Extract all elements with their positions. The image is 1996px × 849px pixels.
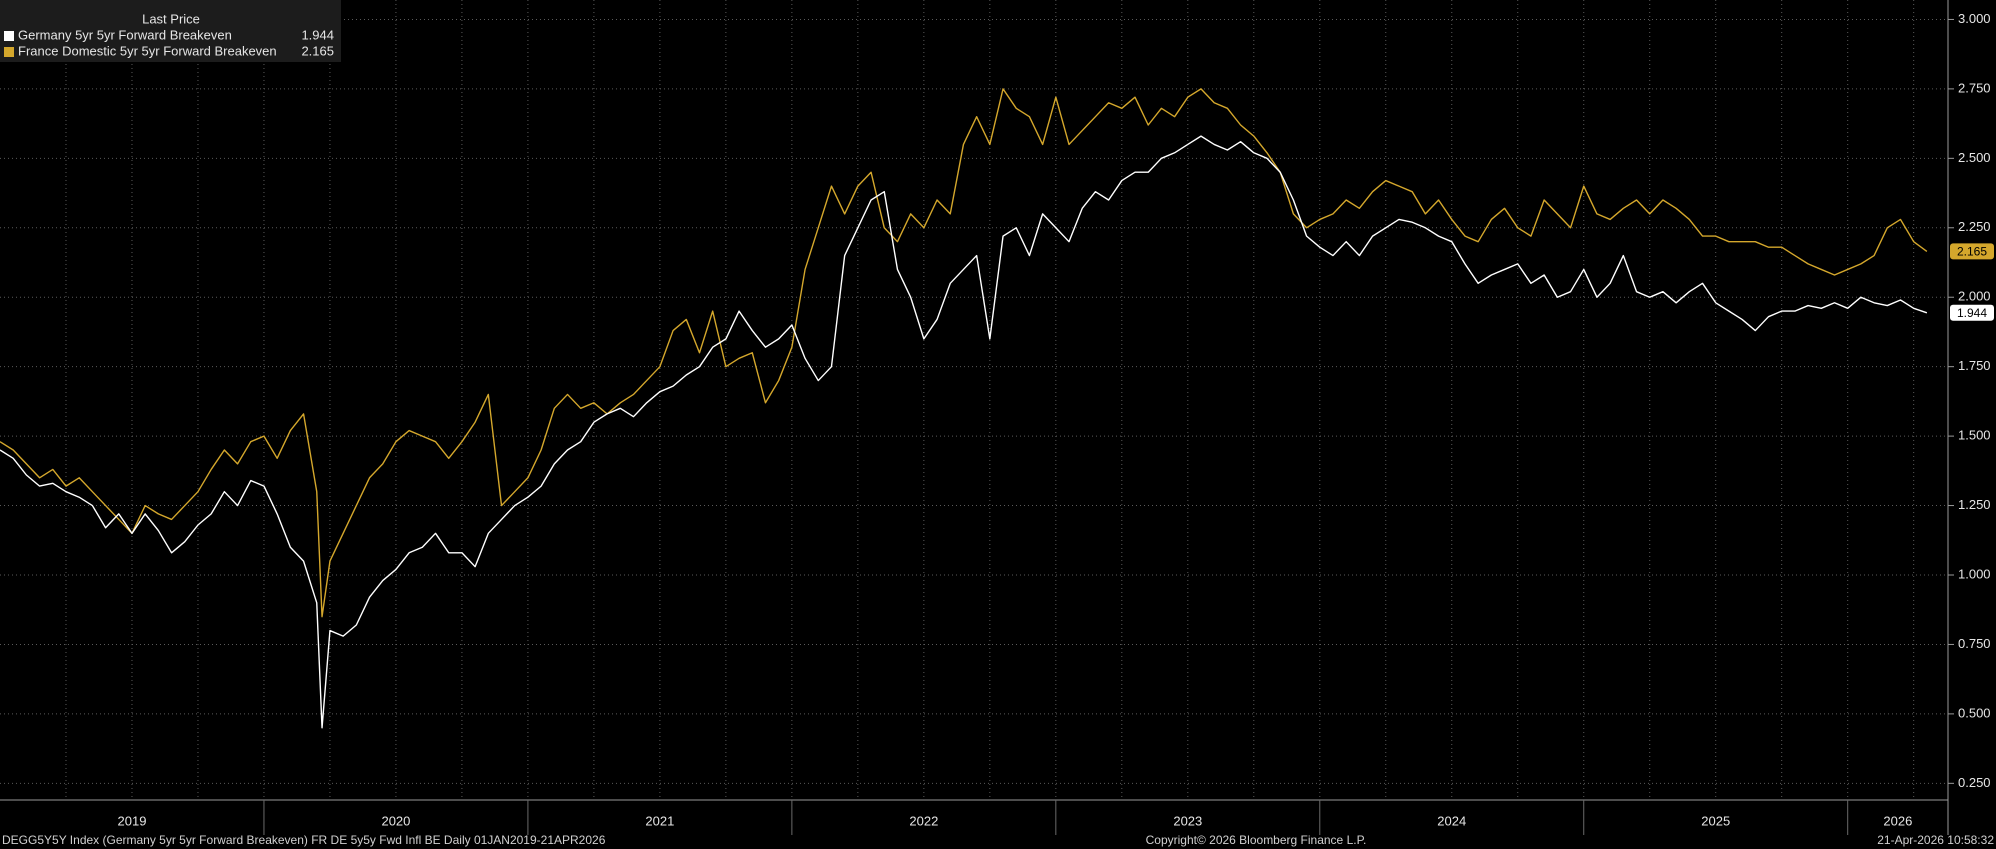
- legend-value: 1.944: [301, 27, 334, 42]
- source-note: DEGG5Y5Y Index (Germany 5yr 5yr Forward …: [2, 833, 606, 847]
- y-tick-label: 1.250: [1958, 497, 1991, 512]
- x-tick-label: 2025: [1701, 813, 1730, 828]
- x-tick-label: 2021: [645, 813, 674, 828]
- x-tick-label: 2020: [381, 813, 410, 828]
- y-tick-label: 1.000: [1958, 566, 1991, 581]
- series-line: [0, 135, 1928, 729]
- x-tick-label: 2019: [118, 813, 147, 828]
- last-value-label: 2.165: [1957, 245, 1987, 259]
- legend-label: Germany 5yr 5yr Forward Breakeven: [18, 27, 232, 42]
- legend-box: [0, 0, 341, 62]
- plot-lines: [0, 88, 1928, 729]
- x-tick-label: 2024: [1437, 813, 1466, 828]
- y-tick-label: 2.750: [1958, 80, 1991, 95]
- copyright: Copyright© 2026 Bloomberg Finance L.P.: [1146, 833, 1367, 847]
- y-tick-label: 0.250: [1958, 775, 1991, 790]
- x-tick-label: 2023: [1173, 813, 1202, 828]
- legend-label: France Domestic 5yr 5yr Forward Breakeve…: [18, 43, 277, 58]
- y-tick-label: 2.250: [1958, 219, 1991, 234]
- y-tick-label: 3.000: [1958, 11, 1991, 26]
- y-tick-label: 1.750: [1958, 358, 1991, 373]
- last-value-tag: [1950, 243, 1994, 260]
- y-tick-label: 0.500: [1958, 705, 1991, 720]
- legend-value: 2.165: [301, 43, 334, 58]
- legend-swatch: [4, 47, 14, 57]
- legend-swatch: [4, 31, 14, 41]
- x-tick-label: 2022: [909, 813, 938, 828]
- y-tick-label: 1.500: [1958, 428, 1991, 443]
- x-tick-label: 2026: [1883, 813, 1912, 828]
- last-value-label: 1.944: [1957, 306, 1987, 320]
- timestamp: 21-Apr-2026 10:58:32: [1877, 833, 1994, 847]
- y-tick-label: 0.750: [1958, 636, 1991, 651]
- last-value-tag: [1950, 304, 1994, 321]
- grid: [0, 0, 1948, 800]
- legend-title: Last Price: [142, 11, 200, 26]
- series-line: [0, 88, 1928, 618]
- y-tick-label: 2.500: [1958, 150, 1991, 165]
- y-tick-label: 2.000: [1958, 289, 1991, 304]
